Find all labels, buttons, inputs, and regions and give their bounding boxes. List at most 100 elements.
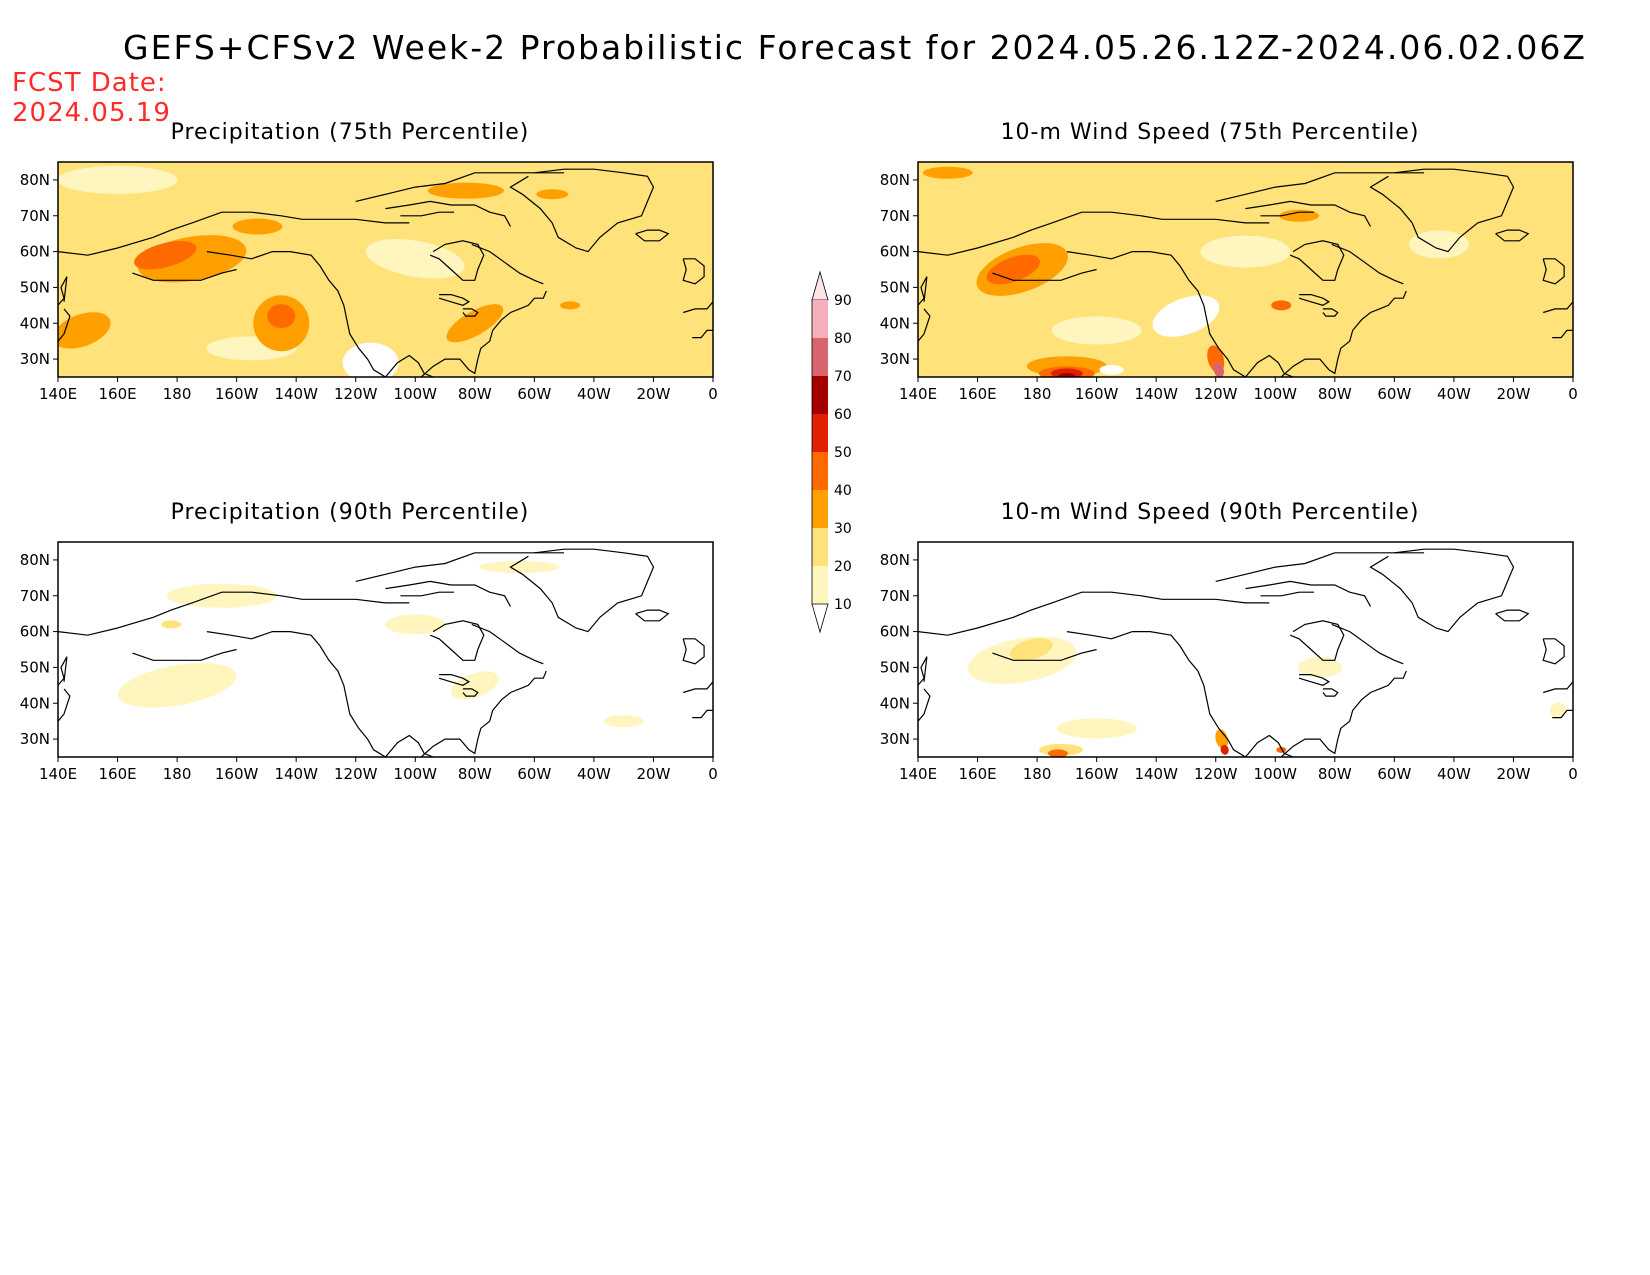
- coastline: [206, 631, 386, 757]
- lat-tick-label: 60N: [20, 243, 50, 261]
- coastline: [355, 172, 565, 202]
- region-30-40: [536, 189, 569, 200]
- lon-tick-label: 80W: [458, 765, 492, 783]
- colorbar-level-label: 60: [834, 407, 852, 423]
- coastline: [1066, 251, 1246, 377]
- lon-tick-label: 160W: [215, 765, 259, 783]
- lon-tick-label: 140E: [899, 765, 937, 783]
- coastline: [385, 354, 434, 377]
- map-frame: [57, 541, 714, 758]
- lon-tick-label: 180: [1023, 385, 1052, 403]
- coastline: [1280, 670, 1407, 757]
- coastlines: [58, 548, 713, 757]
- colorbar-swatch: [812, 566, 828, 604]
- lon-tick-label: 20W: [1496, 765, 1530, 783]
- lat-tick-label: 80N: [880, 551, 910, 569]
- colorbar-swatch: [812, 452, 828, 490]
- colorbar-swatch: [812, 300, 828, 338]
- coastline: [132, 268, 237, 281]
- colorbar-legend: 10 20 30 40 50 60 70 80 90: [811, 270, 852, 634]
- lon-tick-label: 160E: [98, 765, 136, 783]
- lon-tick-label: 0: [1568, 765, 1578, 783]
- map-frame: [917, 541, 1574, 758]
- lon-tick-label: 0: [1568, 385, 1578, 403]
- probability-field: [58, 162, 713, 377]
- lon-tick-label: 0: [708, 765, 718, 783]
- coastline: [992, 648, 1097, 661]
- coastline: [692, 709, 713, 719]
- lon-tick-label: 140E: [39, 385, 77, 403]
- coastline: [385, 734, 434, 757]
- coastlines: [58, 168, 713, 377]
- probability-field: [918, 162, 1573, 377]
- region-30-40: [560, 301, 581, 310]
- coastline: [355, 552, 565, 582]
- lat-tick-label: 80N: [20, 551, 50, 569]
- region-40-50: [986, 254, 1040, 285]
- coastline: [1245, 734, 1294, 757]
- colorbar-swatch: [812, 414, 828, 452]
- lat-tick-label: 80N: [880, 171, 910, 189]
- colorbar-swatch: [812, 338, 828, 376]
- lon-tick-label: 80W: [458, 385, 492, 403]
- colorbar-level-label: 20: [834, 559, 852, 575]
- coastline: [385, 200, 512, 227]
- map-frame: [57, 161, 714, 378]
- lon-tick-label: 60W: [517, 765, 551, 783]
- lon-tick-label: 20W: [1496, 385, 1530, 403]
- coastline: [58, 308, 71, 342]
- coastline: [429, 620, 485, 661]
- region-20-30: [161, 620, 182, 629]
- region-below-10: [342, 342, 399, 377]
- lon-tick-label: 140W: [1134, 385, 1178, 403]
- coastline: [1245, 580, 1372, 607]
- lat-tick-label: 30N: [880, 730, 910, 748]
- region-30-40: [922, 166, 973, 179]
- colorbar-swatch: [812, 490, 828, 528]
- coastline: [420, 290, 547, 377]
- lat-tick-label: 40N: [880, 694, 910, 712]
- lon-tick-label: 60W: [517, 385, 551, 403]
- panel-precip-90: Precipitation (90th Percentile) 140E 160E…: [0, 500, 718, 800]
- coastline: [1289, 620, 1345, 661]
- coastline: [635, 229, 670, 242]
- coastline: [58, 276, 68, 306]
- colorbar-swatch: [812, 376, 828, 414]
- region-40-50: [1047, 749, 1068, 757]
- lon-tick-label: 100W: [394, 765, 438, 783]
- lat-tick-label: 50N: [20, 658, 50, 676]
- lat-tick-label: 70N: [880, 587, 910, 605]
- region-30-40: [58, 312, 111, 349]
- coastline: [471, 243, 544, 285]
- coastline: [58, 591, 410, 636]
- coastline: [400, 591, 454, 597]
- lon-tick-label: 160E: [98, 385, 136, 403]
- region-10-20: [1297, 657, 1342, 678]
- region-20-30: [1009, 638, 1053, 661]
- lon-tick-label: 20W: [636, 385, 670, 403]
- region-10-20: [1409, 230, 1470, 259]
- lat-tick-label: 30N: [20, 350, 50, 368]
- colorbar-level-label: 50: [834, 445, 852, 461]
- lon-tick-label: 0: [708, 385, 718, 403]
- lon-tick-label: 140E: [899, 385, 937, 403]
- coastline: [1322, 308, 1339, 317]
- lon-tick-label: 180: [1023, 765, 1052, 783]
- coastline: [1331, 243, 1404, 285]
- coastline: [58, 211, 410, 256]
- colorbar-level-label: 80: [834, 331, 852, 347]
- coastline: [471, 623, 544, 665]
- coastline: [206, 251, 386, 377]
- region-10-20: [166, 583, 277, 608]
- region-30-40: [427, 182, 504, 199]
- panel-wind-90: 10-m Wind Speed (90th Percentile) 140E 16…: [860, 500, 1578, 800]
- region-40-50: [1271, 300, 1292, 311]
- lat-tick-label: 70N: [20, 587, 50, 605]
- colorbar-level-label: 40: [834, 483, 852, 499]
- map-plot: 140E 160E 180 160W 140W 120W 100W 80W 60W 40W 20W 0…: [20, 541, 718, 783]
- region-40-50: [267, 304, 296, 329]
- region-60-70: [1057, 373, 1076, 377]
- coastline: [1322, 688, 1339, 697]
- coastline: [992, 268, 1097, 281]
- coastline: [1260, 591, 1314, 597]
